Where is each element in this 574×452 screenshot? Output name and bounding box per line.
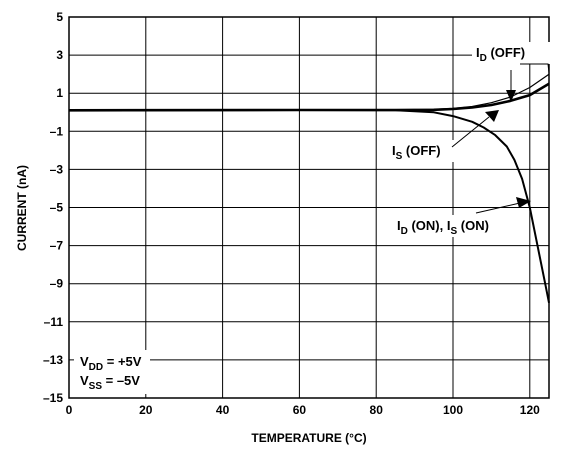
x-axis-label: TEMPERATURE (°C) [251, 431, 366, 445]
x-tick-label: 60 [293, 403, 307, 417]
svg-text:ID (OFF): ID (OFF) [476, 45, 525, 64]
series-line-1 [68, 73, 550, 111]
x-tick-label: 0 [66, 403, 73, 417]
svg-text:VDD = +5V: VDD = +5V [80, 354, 142, 373]
x-tick-label: 40 [216, 403, 230, 417]
grid [68, 16, 549, 399]
series-line-3 [68, 109, 550, 303]
annotation-is-off: IS (OFF) [390, 140, 458, 162]
y-tick-label: –11 [44, 315, 64, 329]
x-tick-label: 20 [139, 403, 153, 417]
y-tick-label: –3 [50, 162, 64, 176]
arrow-id-is-on [475, 202, 521, 214]
conditions-box: VDD = +5V VSS = –5V [74, 350, 150, 394]
svg-text:ID (ON), IS (ON): ID (ON), IS (ON) [397, 218, 489, 237]
y-tick-label: –15 [43, 391, 63, 405]
series-line-2 [68, 82, 550, 112]
svg-text:IS (OFF): IS (OFF) [392, 143, 441, 162]
annotation-arrows [451, 70, 531, 214]
y-tick-label: –5 [50, 201, 64, 215]
x-tick-label: 120 [520, 403, 540, 417]
y-tick-label: –7 [50, 239, 64, 253]
arrow-is-off-head [485, 110, 499, 122]
y-tick-label: –9 [50, 277, 64, 291]
x-tick-label: 100 [443, 403, 463, 417]
annotation-id-is-on: ID (ON), IS (ON) [394, 215, 520, 237]
y-tick-label: –1 [50, 124, 64, 138]
series-lines [68, 73, 550, 303]
y-tick-label: 1 [56, 86, 63, 100]
y-tick-label: 5 [56, 10, 63, 24]
tick-labels: 0 20 40 60 80 100 120 5 3 1 –1 –3 –5 –7 –9 –11 –13 –15 [43, 10, 540, 417]
plot-frame [68, 16, 550, 399]
arrow-id-off-head [506, 90, 516, 102]
y-tick-label: 3 [56, 48, 63, 62]
x-tick-label: 80 [370, 403, 384, 417]
annotation-id-off: ID (OFF) [472, 42, 552, 74]
svg-text:VSS = –5V: VSS = –5V [80, 373, 140, 392]
y-axis-label: CURRENT (nA) [15, 165, 29, 251]
arrow-id-is-on-head [516, 197, 531, 208]
arrow-is-off [451, 116, 490, 148]
y-tick-label: –13 [43, 353, 63, 367]
